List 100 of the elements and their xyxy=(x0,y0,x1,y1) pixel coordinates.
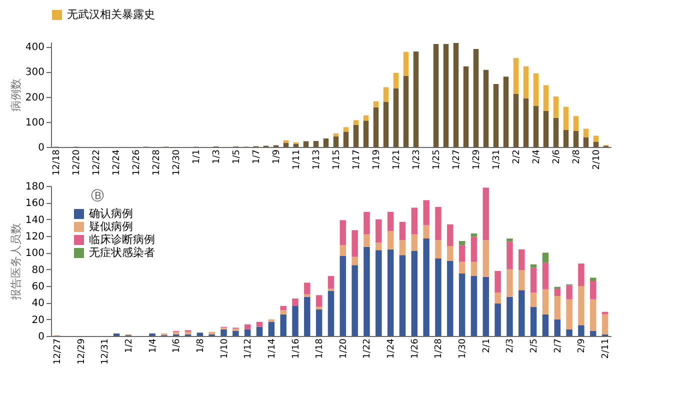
bar xyxy=(458,262,466,274)
x-tick-label: 1/9 xyxy=(272,149,282,164)
bar xyxy=(373,101,379,108)
x-tick-label: 12/22 xyxy=(92,150,102,176)
bar xyxy=(463,66,469,147)
bar xyxy=(364,234,370,247)
bar xyxy=(340,256,346,336)
x-tick-label: 1/11 xyxy=(292,150,302,170)
bar xyxy=(172,332,180,334)
bar xyxy=(387,249,394,336)
bar xyxy=(542,262,549,290)
bar xyxy=(543,110,549,147)
bar xyxy=(256,322,263,327)
bar xyxy=(393,88,399,147)
bar xyxy=(303,141,309,147)
bar xyxy=(184,332,192,334)
x-tick-label: 12/26 xyxy=(132,149,142,176)
x-tick-label: 12/27 xyxy=(52,338,63,364)
y-tick-label: 0 xyxy=(38,142,44,154)
bar xyxy=(503,76,509,147)
y-tick-label: 160 xyxy=(25,198,44,210)
y-tick-label: 120 xyxy=(25,232,44,242)
bar xyxy=(566,299,572,330)
x-tick-label: 1/24 xyxy=(386,338,397,359)
bar xyxy=(435,206,442,240)
bar xyxy=(578,286,584,326)
bar xyxy=(387,231,394,250)
bar xyxy=(280,306,286,310)
x-tick-label: 2/5 xyxy=(530,338,540,353)
bar xyxy=(573,116,579,131)
x-tick-label: 1/26 xyxy=(410,338,420,359)
bar xyxy=(292,298,298,306)
bar xyxy=(473,49,479,147)
bar xyxy=(470,236,478,262)
bar xyxy=(411,208,418,234)
x-tick-label: 1/25 xyxy=(432,150,442,170)
bar xyxy=(590,281,596,300)
y-tick-label: 180 xyxy=(25,182,44,192)
bar xyxy=(376,250,382,336)
bar xyxy=(470,276,478,336)
bar xyxy=(328,291,334,336)
bar xyxy=(399,240,406,256)
bar xyxy=(316,295,322,307)
bar xyxy=(482,276,490,336)
bar xyxy=(232,331,239,336)
y-axis-title: 病例数 xyxy=(9,78,22,112)
x-tick-label: 1/3 xyxy=(212,150,222,164)
bar xyxy=(208,332,215,334)
bar xyxy=(313,140,319,147)
bar xyxy=(554,319,561,336)
bar xyxy=(363,115,369,121)
x-tick-label: 12/24 xyxy=(112,149,122,176)
bar xyxy=(343,127,349,132)
x-tick-label: 1/29 xyxy=(472,149,482,170)
bar xyxy=(413,52,419,147)
bar xyxy=(578,325,584,336)
bar xyxy=(293,144,299,147)
bar xyxy=(304,282,310,294)
bar xyxy=(447,224,454,246)
x-tick-label: 1/27 xyxy=(452,150,462,170)
bar xyxy=(443,44,449,147)
bar xyxy=(387,212,394,231)
bar xyxy=(553,96,559,118)
bar xyxy=(542,314,549,336)
y-axis-title: 报告医务人员数 xyxy=(9,223,22,301)
bar xyxy=(530,292,537,307)
x-tick-label: 1/2 xyxy=(124,338,134,353)
bar xyxy=(435,258,442,336)
bar xyxy=(280,310,286,314)
x-tick-label: 1/17 xyxy=(352,150,362,170)
bar xyxy=(583,128,589,138)
bar xyxy=(593,136,599,142)
bar xyxy=(363,120,369,147)
bar xyxy=(283,140,289,143)
bar xyxy=(563,130,569,147)
bar xyxy=(244,329,251,336)
bar xyxy=(323,138,329,147)
bar xyxy=(352,230,358,257)
bar xyxy=(506,296,513,336)
bar xyxy=(364,246,370,336)
bar xyxy=(494,292,501,304)
x-tick-label: 1/7 xyxy=(252,150,262,164)
bar xyxy=(563,106,569,130)
bar xyxy=(373,107,379,147)
x-tick-label: 2/2 xyxy=(512,150,522,164)
bar xyxy=(554,296,561,320)
legend-label: 无武汉相关暴露史 xyxy=(67,8,155,21)
x-tick-label: 1/28 xyxy=(434,338,444,359)
bar xyxy=(447,246,454,261)
x-tick-label: 1/10 xyxy=(220,338,230,359)
bar xyxy=(593,142,599,147)
x-tick-label: 1/22 xyxy=(362,338,373,359)
bar xyxy=(513,58,519,94)
x-tick-label: 1/20 xyxy=(338,338,349,359)
bar xyxy=(433,44,439,147)
bar xyxy=(423,200,430,226)
bar xyxy=(506,238,513,242)
bar xyxy=(352,256,358,266)
x-tick-label: 2/3 xyxy=(506,338,516,353)
x-tick-label: 2/7 xyxy=(553,338,564,353)
